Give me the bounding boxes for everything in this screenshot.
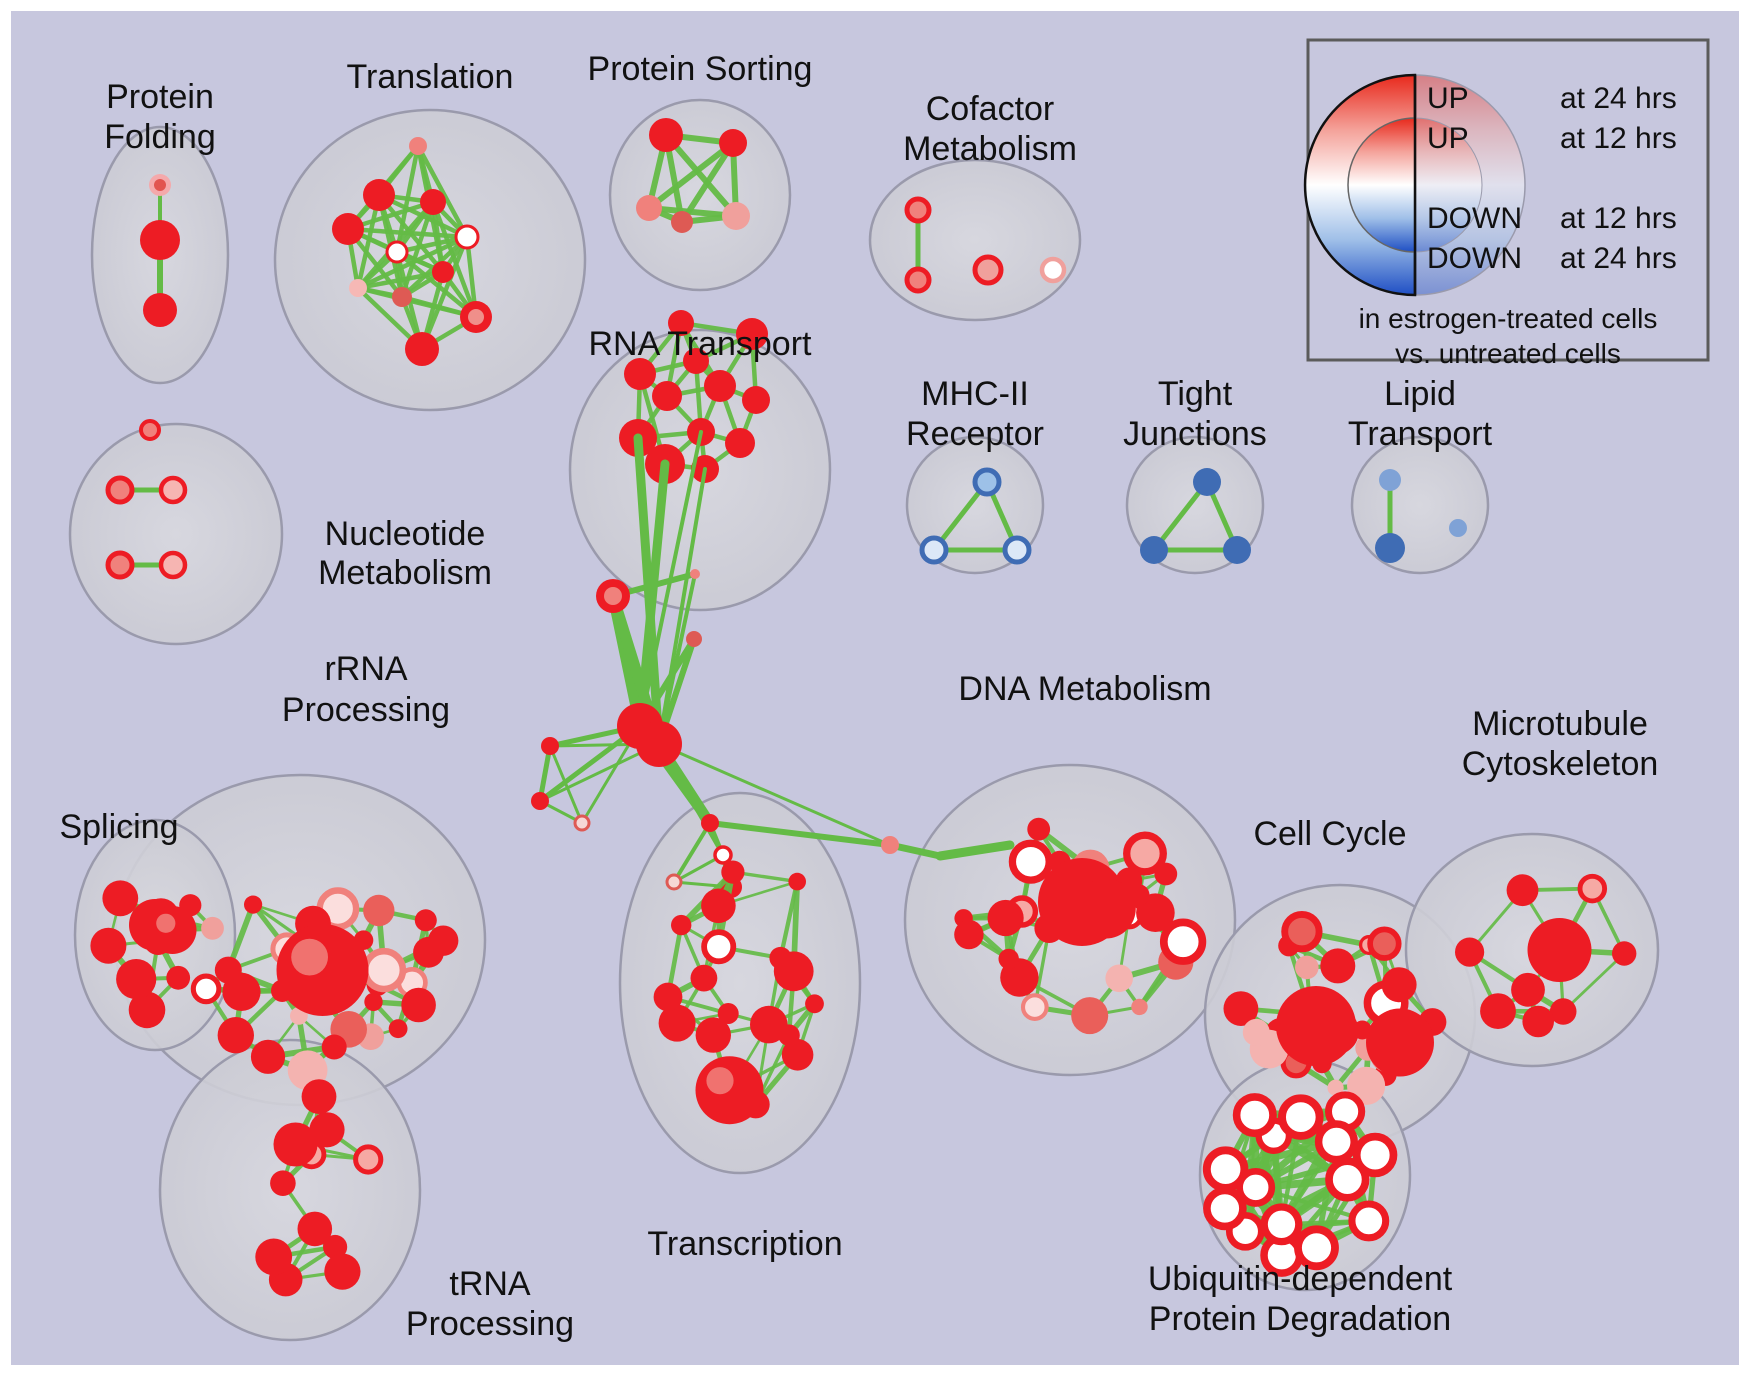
svg-text:tRNA: tRNA bbox=[449, 1265, 531, 1303]
svg-text:Cell Cycle: Cell Cycle bbox=[1253, 815, 1406, 853]
svg-text:UP: UP bbox=[1427, 82, 1469, 115]
svg-text:Cytoskeleton: Cytoskeleton bbox=[1462, 745, 1659, 783]
svg-text:rRNA: rRNA bbox=[324, 650, 407, 688]
svg-text:Cofactor: Cofactor bbox=[926, 90, 1055, 128]
svg-text:at 12 hrs: at 12 hrs bbox=[1560, 202, 1677, 235]
svg-text:Tight: Tight bbox=[1158, 375, 1233, 413]
svg-text:MHC-II: MHC-II bbox=[921, 375, 1029, 413]
svg-text:RNA Transport: RNA Transport bbox=[589, 325, 813, 363]
svg-text:Junctions: Junctions bbox=[1123, 415, 1267, 453]
svg-text:Nucleotide: Nucleotide bbox=[325, 515, 486, 553]
svg-text:Microtubule: Microtubule bbox=[1472, 705, 1648, 743]
svg-text:Protein Sorting: Protein Sorting bbox=[588, 50, 813, 88]
svg-text:at 24 hrs: at 24 hrs bbox=[1560, 242, 1677, 275]
svg-text:Splicing: Splicing bbox=[59, 808, 178, 846]
svg-text:in estrogen-treated cells: in estrogen-treated cells bbox=[1359, 303, 1658, 334]
svg-text:Translation: Translation bbox=[347, 58, 514, 96]
svg-text:Metabolism: Metabolism bbox=[318, 554, 492, 592]
svg-text:Transport: Transport bbox=[1348, 415, 1493, 453]
svg-text:Processing: Processing bbox=[282, 691, 450, 729]
svg-text:Metabolism: Metabolism bbox=[903, 130, 1077, 168]
svg-text:UP: UP bbox=[1427, 122, 1469, 155]
svg-text:Ubiquitin-dependent: Ubiquitin-dependent bbox=[1148, 1260, 1453, 1298]
svg-text:Protein: Protein bbox=[106, 78, 214, 116]
svg-text:at 24 hrs: at 24 hrs bbox=[1560, 82, 1677, 115]
svg-text:Processing: Processing bbox=[406, 1305, 574, 1343]
svg-text:Folding: Folding bbox=[104, 118, 216, 156]
svg-text:Protein Degradation: Protein Degradation bbox=[1149, 1300, 1451, 1338]
svg-text:vs. untreated cells: vs. untreated cells bbox=[1395, 338, 1621, 369]
svg-text:DOWN: DOWN bbox=[1427, 242, 1522, 275]
svg-text:Transcription: Transcription bbox=[647, 1225, 842, 1263]
svg-text:Lipid: Lipid bbox=[1384, 375, 1456, 413]
svg-text:at 12 hrs: at 12 hrs bbox=[1560, 122, 1677, 155]
svg-text:Receptor: Receptor bbox=[906, 415, 1044, 453]
svg-text:DNA Metabolism: DNA Metabolism bbox=[958, 670, 1211, 708]
svg-text:DOWN: DOWN bbox=[1427, 202, 1522, 235]
